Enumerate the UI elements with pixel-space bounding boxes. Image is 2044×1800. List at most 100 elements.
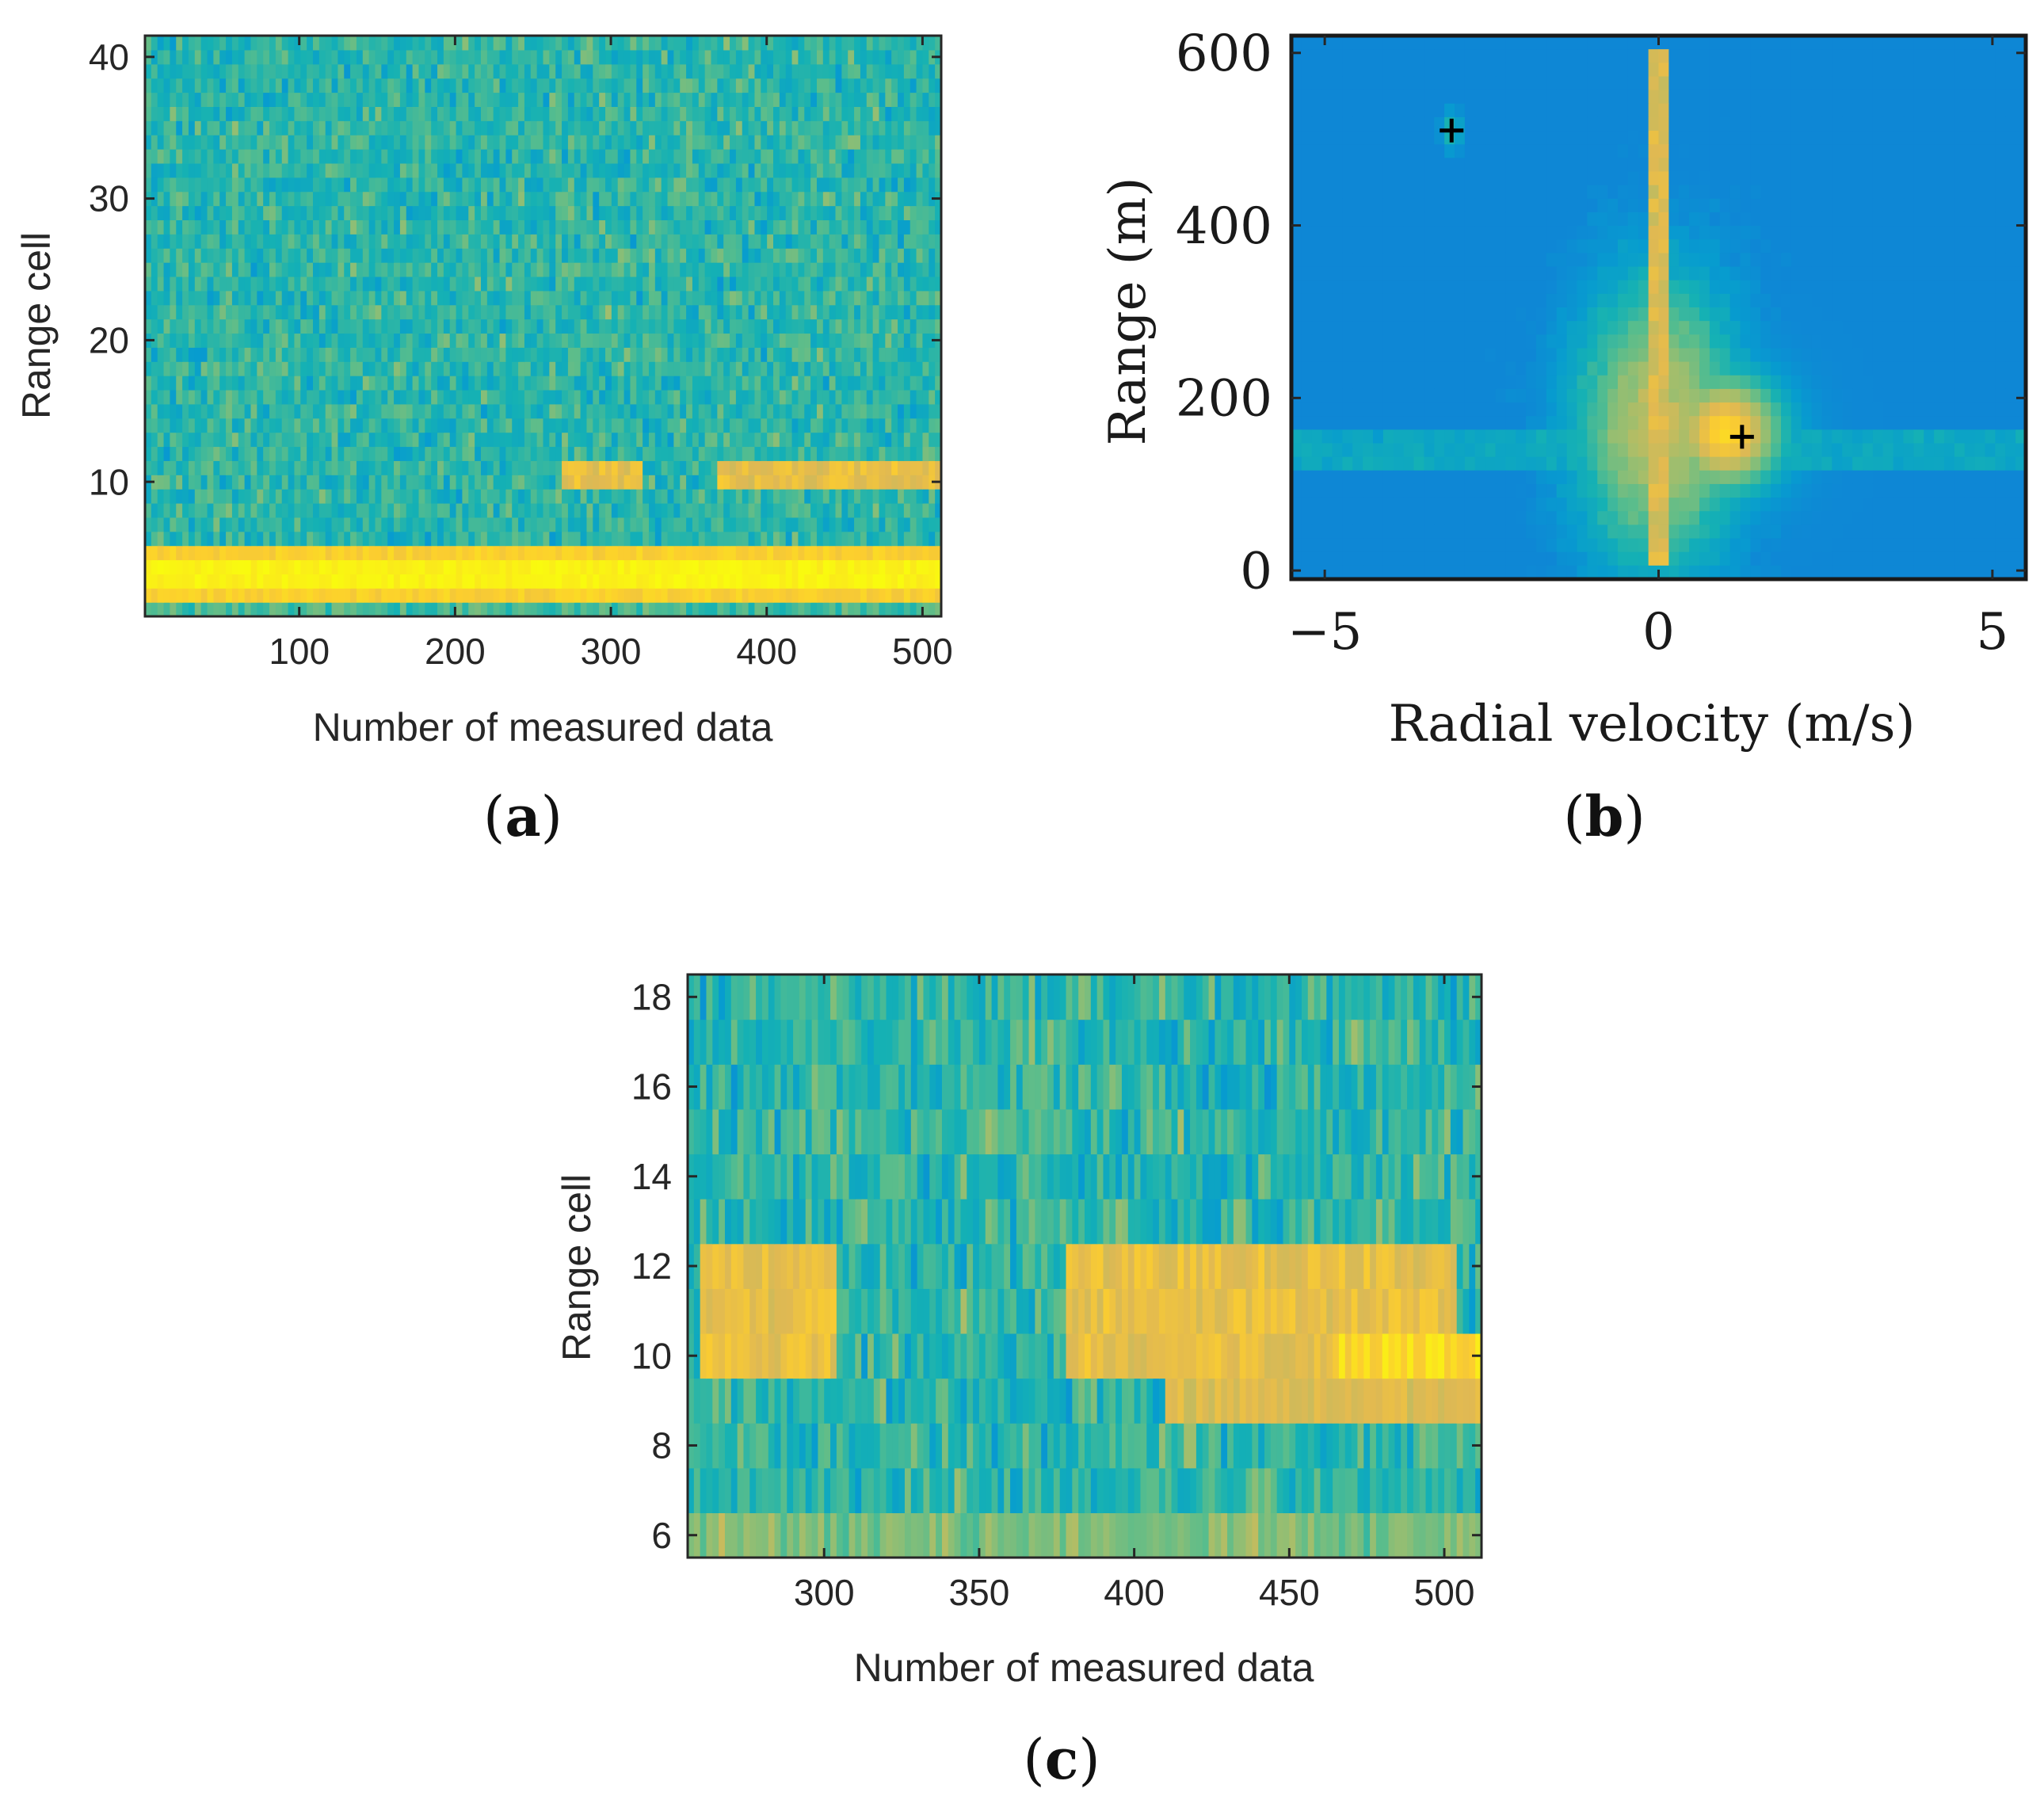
heatmap-cell (170, 389, 177, 405)
heatmap-cell (362, 219, 370, 235)
heatmap-cell (636, 376, 643, 391)
heatmap-cell (549, 475, 556, 490)
heatmap-cell (294, 304, 301, 320)
heatmap-cell (822, 531, 830, 547)
heatmap-cell (804, 92, 811, 107)
heatmap-cell (257, 502, 264, 518)
heatmap-cell (275, 376, 283, 391)
heatmap-cell (486, 376, 494, 391)
heatmap-cell (704, 559, 712, 574)
heatmap-cell (194, 347, 202, 362)
heatmap-cell (387, 489, 395, 504)
heatmap-cell (643, 304, 650, 320)
heatmap-cell (368, 106, 376, 121)
heatmap-cell (288, 78, 296, 93)
heatmap-cell (680, 63, 687, 79)
heatmap-cell (791, 418, 799, 433)
heatmap-cell (779, 318, 787, 334)
heatmap-cell (399, 162, 407, 178)
heatmap-cell (617, 531, 625, 547)
heatmap-cell (443, 531, 451, 547)
heatmap-cell (835, 531, 842, 547)
heatmap-cell (300, 177, 307, 193)
heatmap-cell (536, 545, 544, 561)
heatmap-cell (654, 304, 662, 320)
heatmap-cell (848, 304, 855, 320)
heatmap-cell (499, 588, 506, 603)
heatmap-cell (648, 63, 656, 79)
heatmap-cell (250, 460, 257, 475)
heatmap-cell (704, 545, 712, 561)
heatmap-cell (257, 602, 264, 617)
heatmap-cell (773, 460, 780, 475)
heatmap-cell (443, 106, 451, 121)
heatmap-cell (935, 602, 942, 617)
heatmap-cell (288, 191, 296, 207)
heatmap-cell (785, 602, 793, 617)
heatmap-cell (543, 92, 550, 107)
heatmap-cell (499, 517, 506, 532)
heatmap-cell (704, 262, 712, 277)
heatmap-cell (866, 361, 874, 376)
heatmap-cell (505, 191, 513, 207)
heatmap-cell (145, 135, 152, 150)
heatmap-cell (449, 333, 457, 348)
heatmap-cell (754, 361, 761, 376)
heatmap-cell (623, 347, 631, 362)
heatmap-cell (312, 191, 320, 207)
heatmap-cell (151, 162, 158, 178)
heatmap-cell (586, 63, 593, 79)
heatmap-cell (449, 135, 457, 150)
heatmap-cell (207, 120, 214, 135)
heatmap-cell (935, 559, 942, 574)
heatmap-cell (244, 475, 252, 490)
heatmap-cell (443, 162, 451, 178)
heatmap-cell (761, 78, 768, 93)
heatmap-cell (505, 248, 513, 263)
heatmap-cell (524, 361, 532, 376)
heatmap-cell (599, 92, 606, 107)
heatmap-cell (872, 446, 880, 461)
heatmap-cell (922, 347, 929, 362)
heatmap-cell (754, 574, 761, 589)
heatmap-cell (929, 502, 936, 518)
heatmap-cell (848, 78, 855, 93)
heatmap-cell (468, 205, 475, 221)
heatmap-cell (704, 304, 712, 320)
heatmap-cell (910, 78, 917, 93)
heatmap-cell (661, 120, 669, 135)
heatmap-cell (623, 92, 631, 107)
heatmap-cell (922, 545, 929, 561)
heatmap-cell (375, 106, 382, 121)
heatmap-cell (711, 205, 718, 221)
heatmap-cell (822, 262, 830, 277)
heatmap-cell (244, 347, 252, 362)
heatmap-cell (275, 191, 283, 207)
heatmap-cell (791, 304, 799, 320)
heatmap-cell (194, 162, 202, 178)
heatmap-cell (773, 120, 780, 135)
heatmap-cell (475, 304, 482, 320)
heatmap-cell (723, 376, 730, 391)
heatmap-cell (257, 276, 264, 292)
heatmap-cell (331, 531, 338, 547)
heatmap-cell (804, 191, 811, 207)
heatmap-cell (698, 333, 706, 348)
heatmap-cell (648, 361, 656, 376)
heatmap-cell (275, 432, 283, 448)
heatmap-cell (437, 234, 444, 249)
heatmap-cell (910, 418, 917, 433)
heatmap-cell (773, 92, 780, 107)
heatmap-cell (486, 602, 494, 617)
heatmap-cell (929, 304, 936, 320)
heatmap-cell (493, 92, 501, 107)
heatmap-cell (200, 191, 208, 207)
heatmap-cell (325, 290, 333, 306)
heatmap-cell (673, 531, 681, 547)
heatmap-cell (922, 333, 929, 348)
heatmap-cell (673, 78, 681, 93)
heatmap-cell (213, 545, 220, 561)
heatmap-cell (898, 63, 905, 79)
heatmap-cell (910, 262, 917, 277)
heatmap-cell (219, 318, 227, 334)
